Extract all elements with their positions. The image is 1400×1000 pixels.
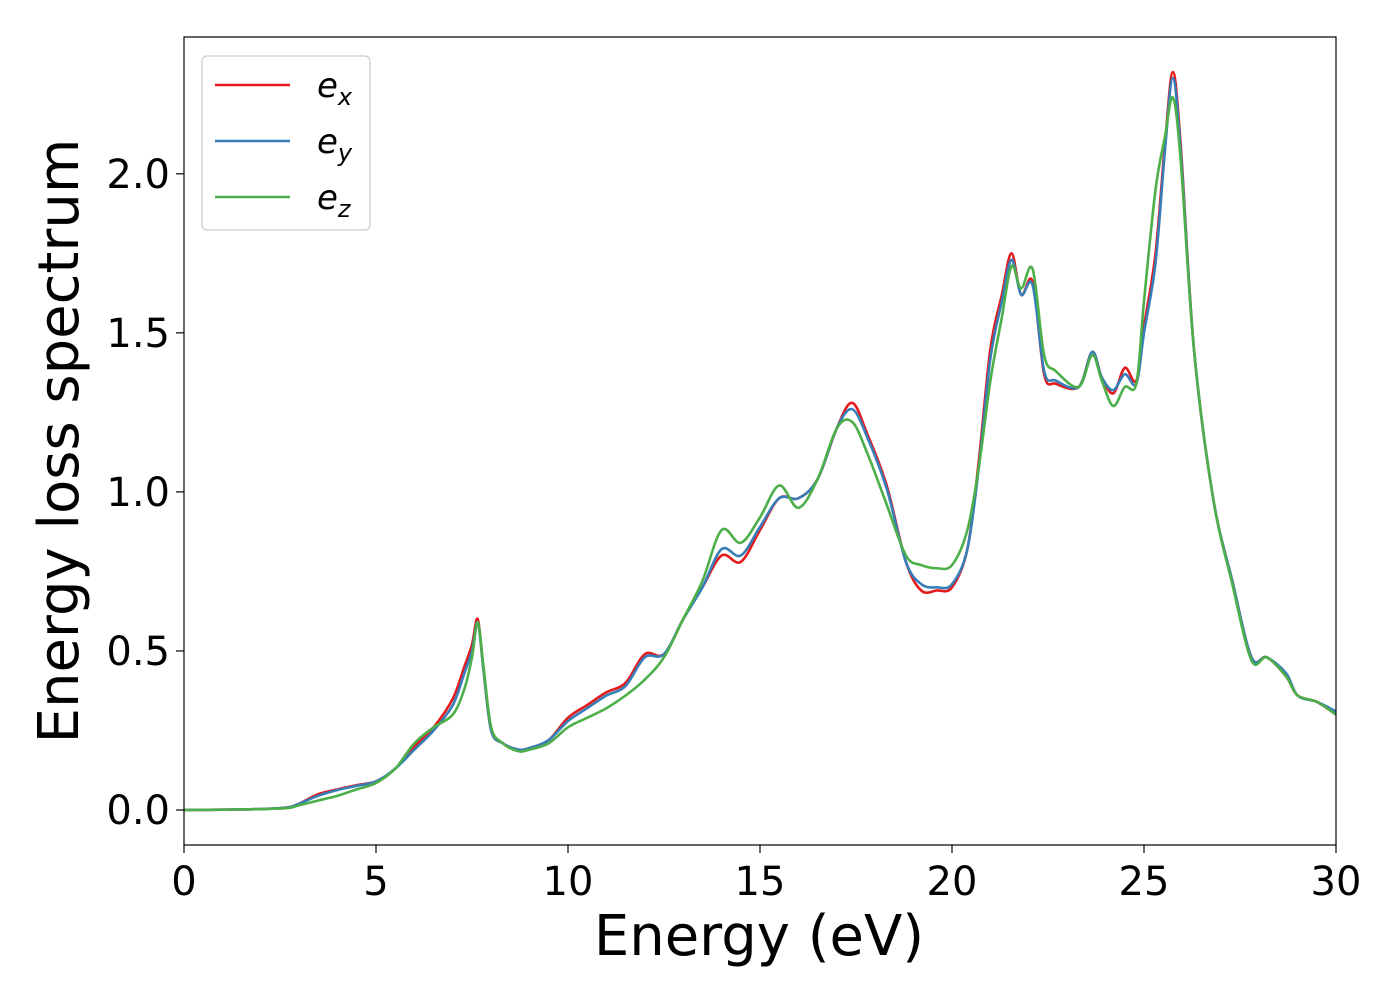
x-tick-label: 20	[927, 859, 978, 905]
legend-label-y: ey	[317, 122, 353, 167]
legend-box	[201, 55, 371, 231]
x-tick-label: 30	[1311, 859, 1362, 905]
y-tick-label: 1.5	[106, 311, 170, 357]
y-axis-title: Energy loss spectrum	[27, 139, 92, 744]
legend-label-z: ez	[317, 178, 352, 223]
y-tick-label: 0.5	[106, 629, 170, 675]
x-tick-label: 0	[171, 859, 196, 905]
plot-area	[184, 70, 1336, 812]
y-tick-label: 2.0	[106, 152, 170, 198]
x-axis-title: Energy (eV)	[594, 904, 924, 969]
x-tick-label: 10	[543, 859, 594, 905]
legend-label-x: ex	[317, 66, 353, 111]
x-axis: 0 5 10 15 20 25 30	[171, 845, 1361, 905]
x-tick-label: 5	[363, 859, 388, 905]
x-tick-label: 25	[1119, 859, 1170, 905]
legend: ex ey ez	[201, 55, 371, 231]
y-tick-label: 1.0	[106, 470, 170, 516]
y-axis: 0.0 0.5 1.0 1.5 2.0	[106, 152, 184, 834]
x-tick-label: 15	[735, 859, 786, 905]
y-tick-label: 0.0	[106, 788, 170, 834]
plot-frame	[183, 36, 1337, 846]
series-line-z	[184, 96, 1336, 812]
